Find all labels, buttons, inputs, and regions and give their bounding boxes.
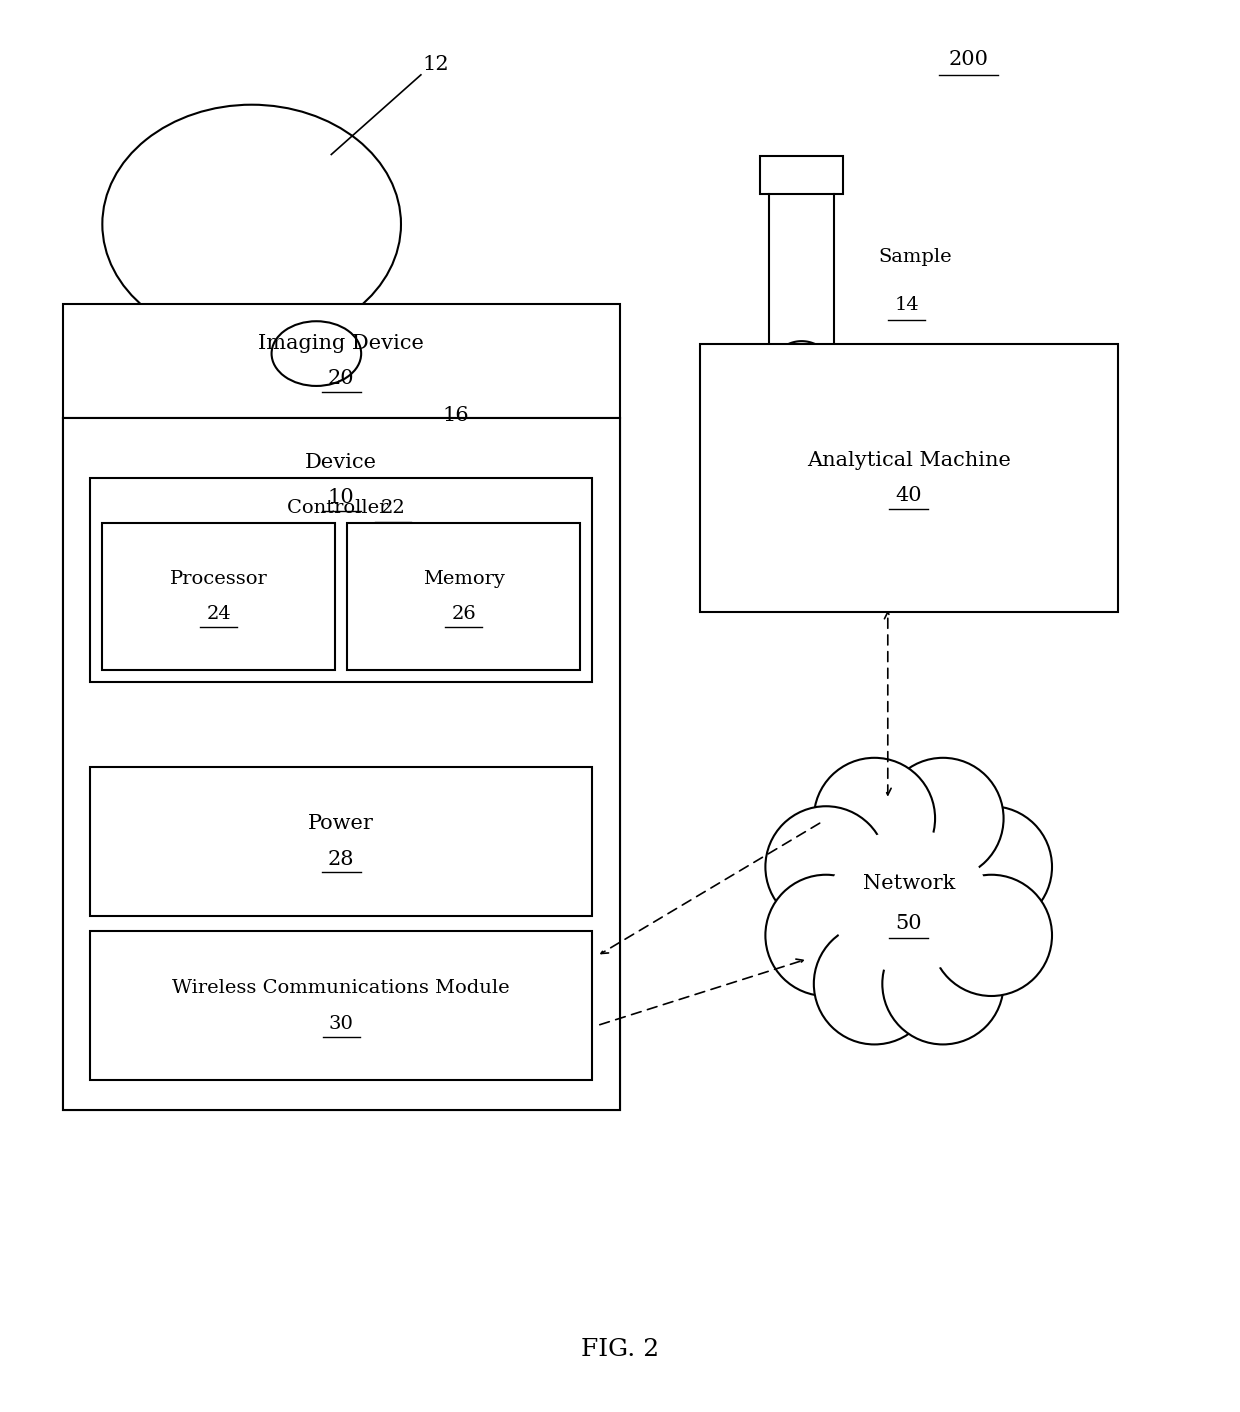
Text: 20: 20 — [327, 370, 355, 388]
Text: 22: 22 — [381, 498, 405, 517]
Text: 26: 26 — [451, 606, 476, 624]
Ellipse shape — [765, 806, 887, 928]
Text: Device: Device — [305, 453, 377, 472]
Ellipse shape — [931, 806, 1052, 928]
Text: Network: Network — [863, 874, 955, 892]
Text: 50: 50 — [895, 914, 923, 932]
Ellipse shape — [830, 829, 988, 973]
Text: 12: 12 — [423, 55, 449, 75]
Text: 40: 40 — [895, 487, 923, 505]
Ellipse shape — [765, 875, 887, 995]
Bar — [347, 522, 580, 671]
Bar — [760, 157, 843, 195]
Text: Wireless Communications Module: Wireless Communications Module — [172, 979, 510, 997]
Text: Power: Power — [309, 813, 374, 833]
Text: 200: 200 — [949, 51, 988, 69]
Bar — [62, 418, 620, 1110]
Text: 14: 14 — [894, 297, 919, 315]
Ellipse shape — [931, 875, 1052, 995]
Text: 10: 10 — [327, 489, 355, 507]
Text: Controller: Controller — [288, 498, 396, 517]
Ellipse shape — [813, 758, 935, 880]
Text: 28: 28 — [329, 850, 355, 868]
Text: 30: 30 — [329, 1015, 353, 1032]
Ellipse shape — [813, 923, 935, 1045]
Ellipse shape — [103, 104, 401, 343]
Text: Analytical Machine: Analytical Machine — [807, 450, 1011, 470]
Bar — [103, 522, 335, 671]
Text: Sample: Sample — [879, 249, 952, 265]
Bar — [62, 304, 620, 1110]
Bar — [91, 931, 593, 1080]
Text: Imaging Device: Imaging Device — [258, 333, 424, 353]
Bar — [91, 767, 593, 916]
Bar — [699, 343, 1117, 613]
Text: 24: 24 — [206, 606, 231, 624]
Text: Processor: Processor — [170, 569, 268, 587]
Text: 16: 16 — [443, 405, 469, 425]
Text: Memory: Memory — [423, 569, 505, 587]
Ellipse shape — [883, 758, 1003, 880]
Bar — [91, 479, 593, 682]
Ellipse shape — [272, 322, 361, 385]
Text: FIG. 2: FIG. 2 — [580, 1337, 660, 1361]
Ellipse shape — [883, 923, 1003, 1045]
